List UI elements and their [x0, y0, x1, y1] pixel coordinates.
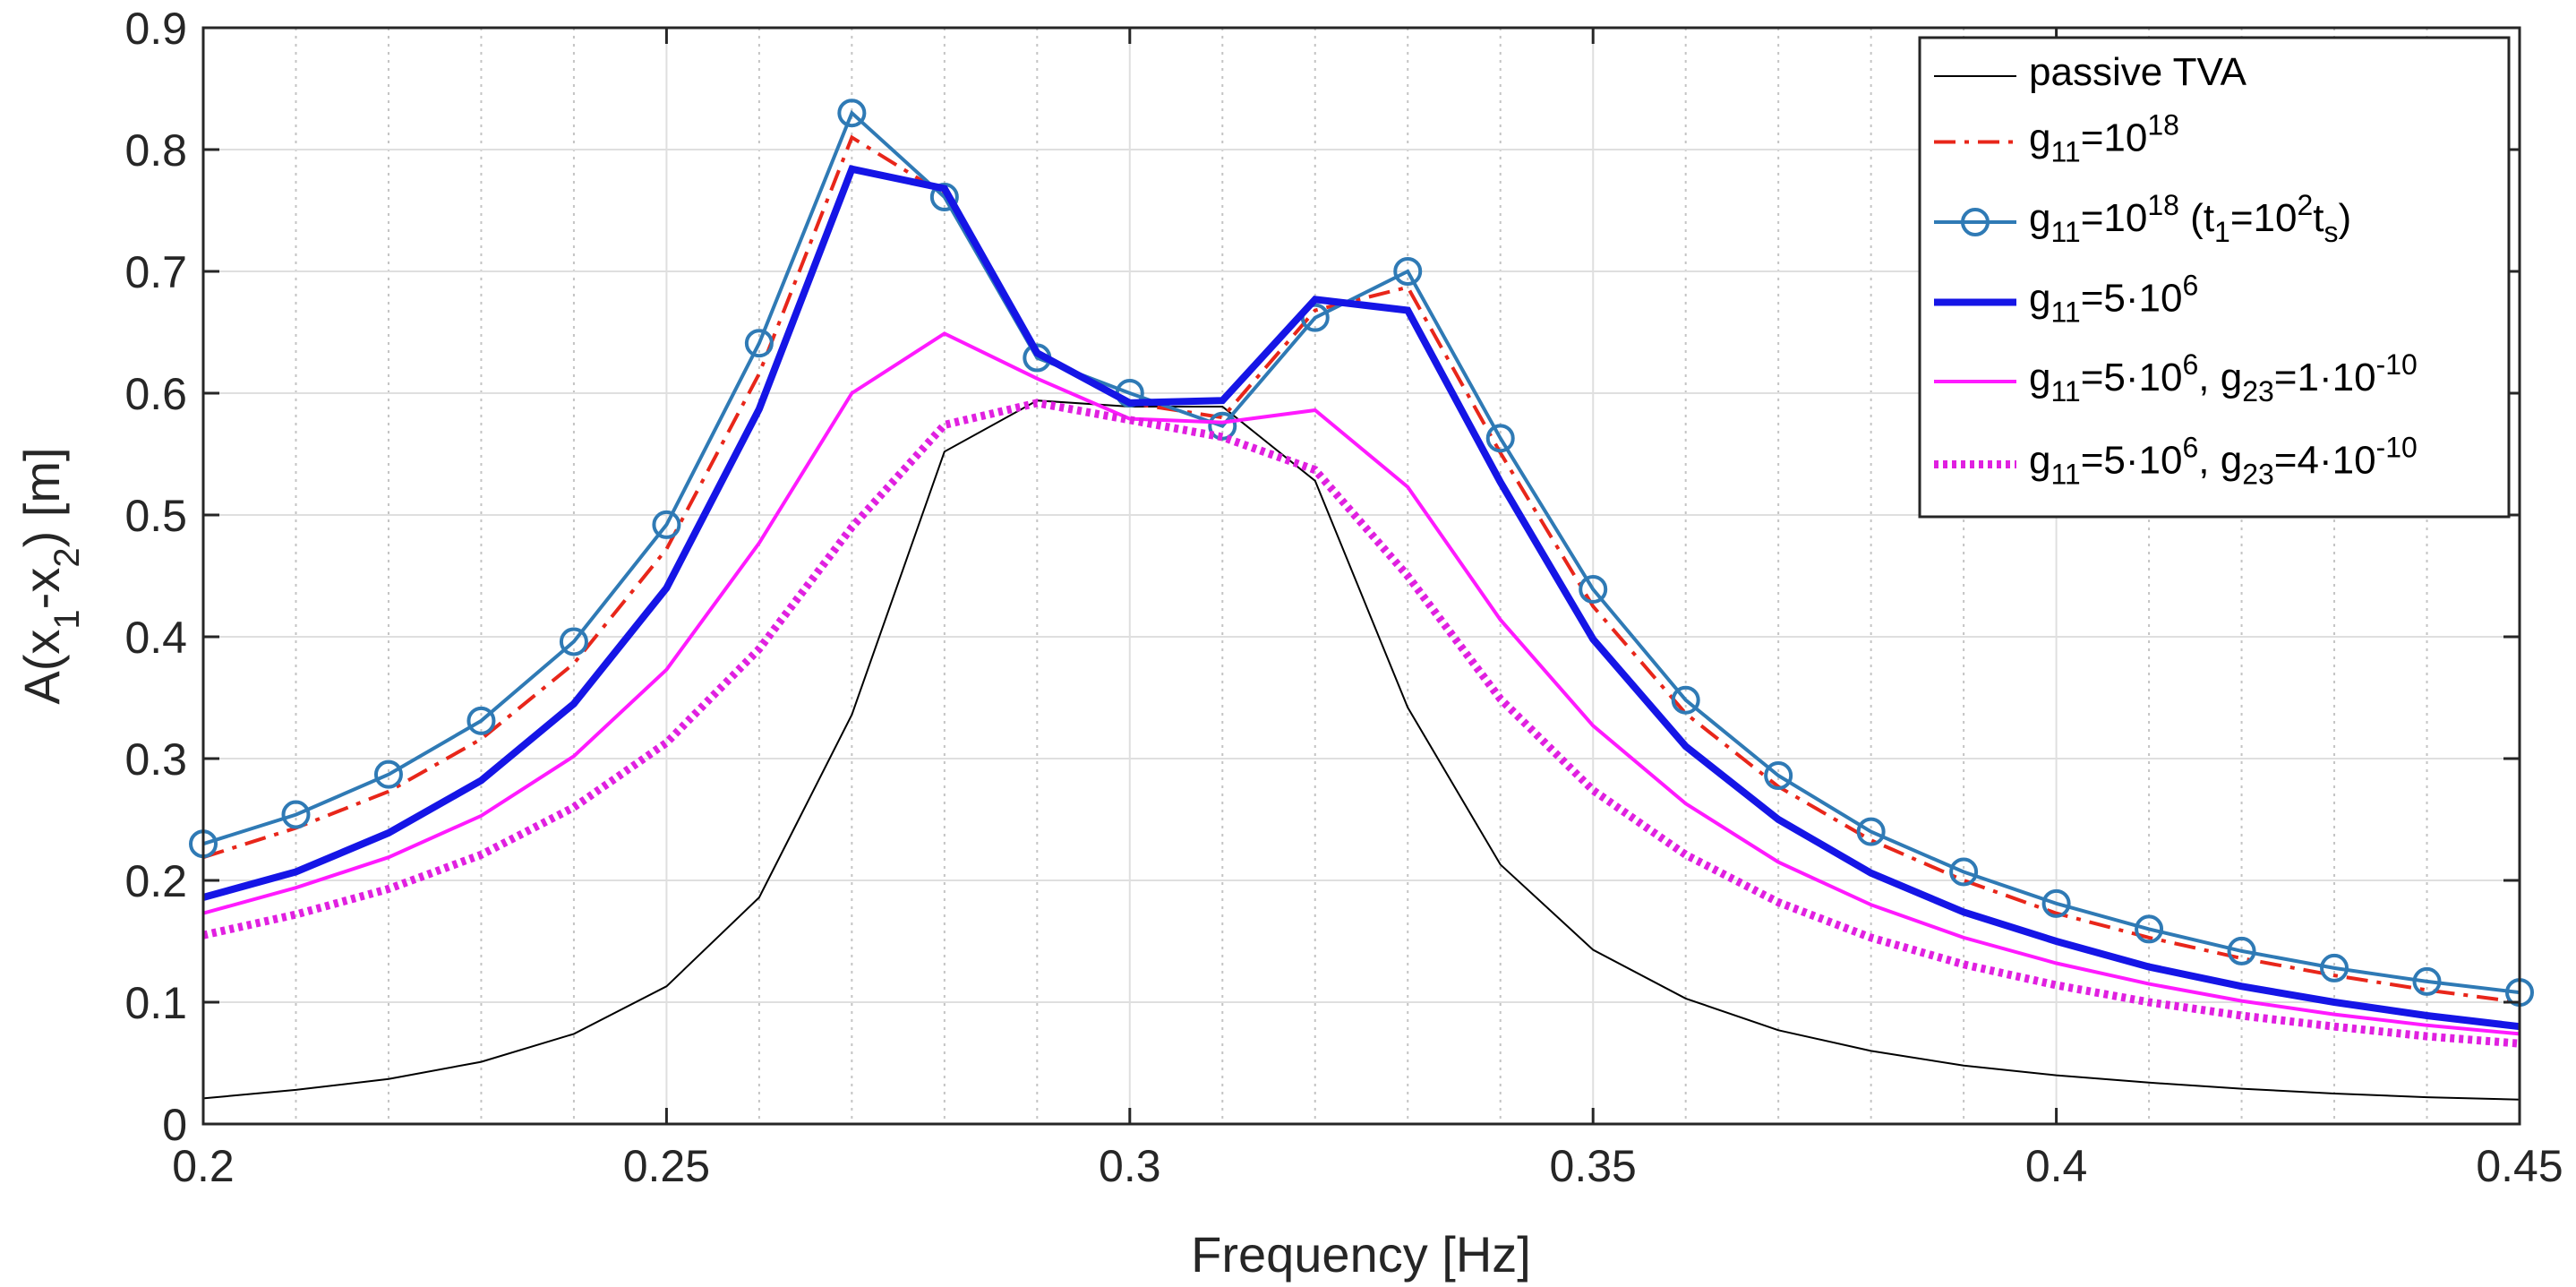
data-point-marker — [1393, 257, 1423, 286]
data-point-marker — [559, 627, 588, 656]
data-point-marker — [1764, 761, 1793, 791]
series-line-2 — [202, 134, 2520, 1004]
data-point-marker — [1671, 685, 1700, 715]
y-axis-label: A(x1-x2) [m] — [13, 447, 87, 704]
legend-entry-1: passive TVA — [2029, 50, 2247, 94]
series-line-5 — [202, 331, 2520, 1036]
data-point-marker — [929, 183, 959, 212]
data-point-marker — [466, 706, 496, 735]
y-tick-label: 0.1 — [124, 978, 187, 1028]
legend-entry-4: g11=5·106 — [2029, 270, 2198, 329]
data-point-marker — [1485, 424, 1515, 453]
y-tick-label: 0.4 — [124, 613, 187, 663]
y-tick-label: 0.9 — [124, 4, 187, 54]
data-point-marker — [744, 329, 774, 358]
y-tick-label: 0.8 — [124, 125, 187, 176]
data-point-marker — [1208, 411, 1237, 441]
x-tick-label: 0.35 — [1550, 1141, 1637, 1191]
x-tick-label: 0.2 — [172, 1141, 235, 1191]
axes-box — [201, 26, 2521, 1126]
x-tick-labels: 0.2 0.25 0.3 0.35 0.4 0.45 — [172, 1141, 2563, 1191]
y-tick-label: 0.3 — [124, 734, 187, 785]
data-point-marker — [2135, 914, 2164, 944]
y-tick-label: 0 — [162, 1100, 187, 1150]
x-tick-label: 0.4 — [2025, 1141, 2088, 1191]
legend-entry-2: g11=1018 — [2029, 109, 2179, 168]
legend: passive TVA g11=1018 g11=1018 (t1=102ts) g1… — [1918, 36, 2511, 519]
y-tick-label: 0.7 — [124, 247, 187, 297]
series-line-6 — [202, 399, 2520, 1048]
legend-entry-6: g11=5·106, g23=4·10-10 — [2029, 432, 2418, 491]
data-point-marker — [2412, 966, 2442, 996]
legend-entry-5: g11=5·106, g23=1·10-10 — [2029, 348, 2418, 408]
data-point-marker — [281, 800, 311, 829]
y-tick-label: 0.2 — [124, 856, 187, 906]
x-tick-label: 0.3 — [1099, 1141, 1161, 1191]
data-point-marker — [652, 510, 681, 539]
x-tick-label: 0.45 — [2476, 1141, 2563, 1191]
x-axis-label: Frequency [Hz] — [1191, 1226, 1531, 1283]
data-point-marker — [2227, 936, 2256, 965]
series-layer — [189, 99, 2534, 1101]
data-point-marker — [373, 759, 403, 789]
x-tick-label: 0.25 — [623, 1141, 710, 1191]
legend-marker — [1961, 208, 1990, 236]
y-tick-label: 0.6 — [124, 369, 187, 419]
legend-box — [1918, 36, 2511, 519]
series-line-3 — [202, 109, 2520, 995]
data-point-marker — [2041, 888, 2071, 918]
series-line-4 — [201, 165, 2520, 1031]
y-tick-label: 0.5 — [124, 491, 187, 541]
data-point-marker — [2320, 953, 2349, 982]
data-point-marker — [1579, 574, 1608, 604]
data-point-marker — [1949, 857, 1979, 887]
legend-entry-3: g11=1018 (t1=102ts) — [2029, 189, 2351, 248]
y-tick-labels: 0 0.1 0.2 0.3 0.4 0.5 0.6 0.7 0.8 0.9 — [124, 4, 187, 1150]
series-line-1 — [202, 399, 2520, 1101]
data-point-marker — [837, 99, 867, 128]
data-point-marker — [1856, 817, 1886, 846]
